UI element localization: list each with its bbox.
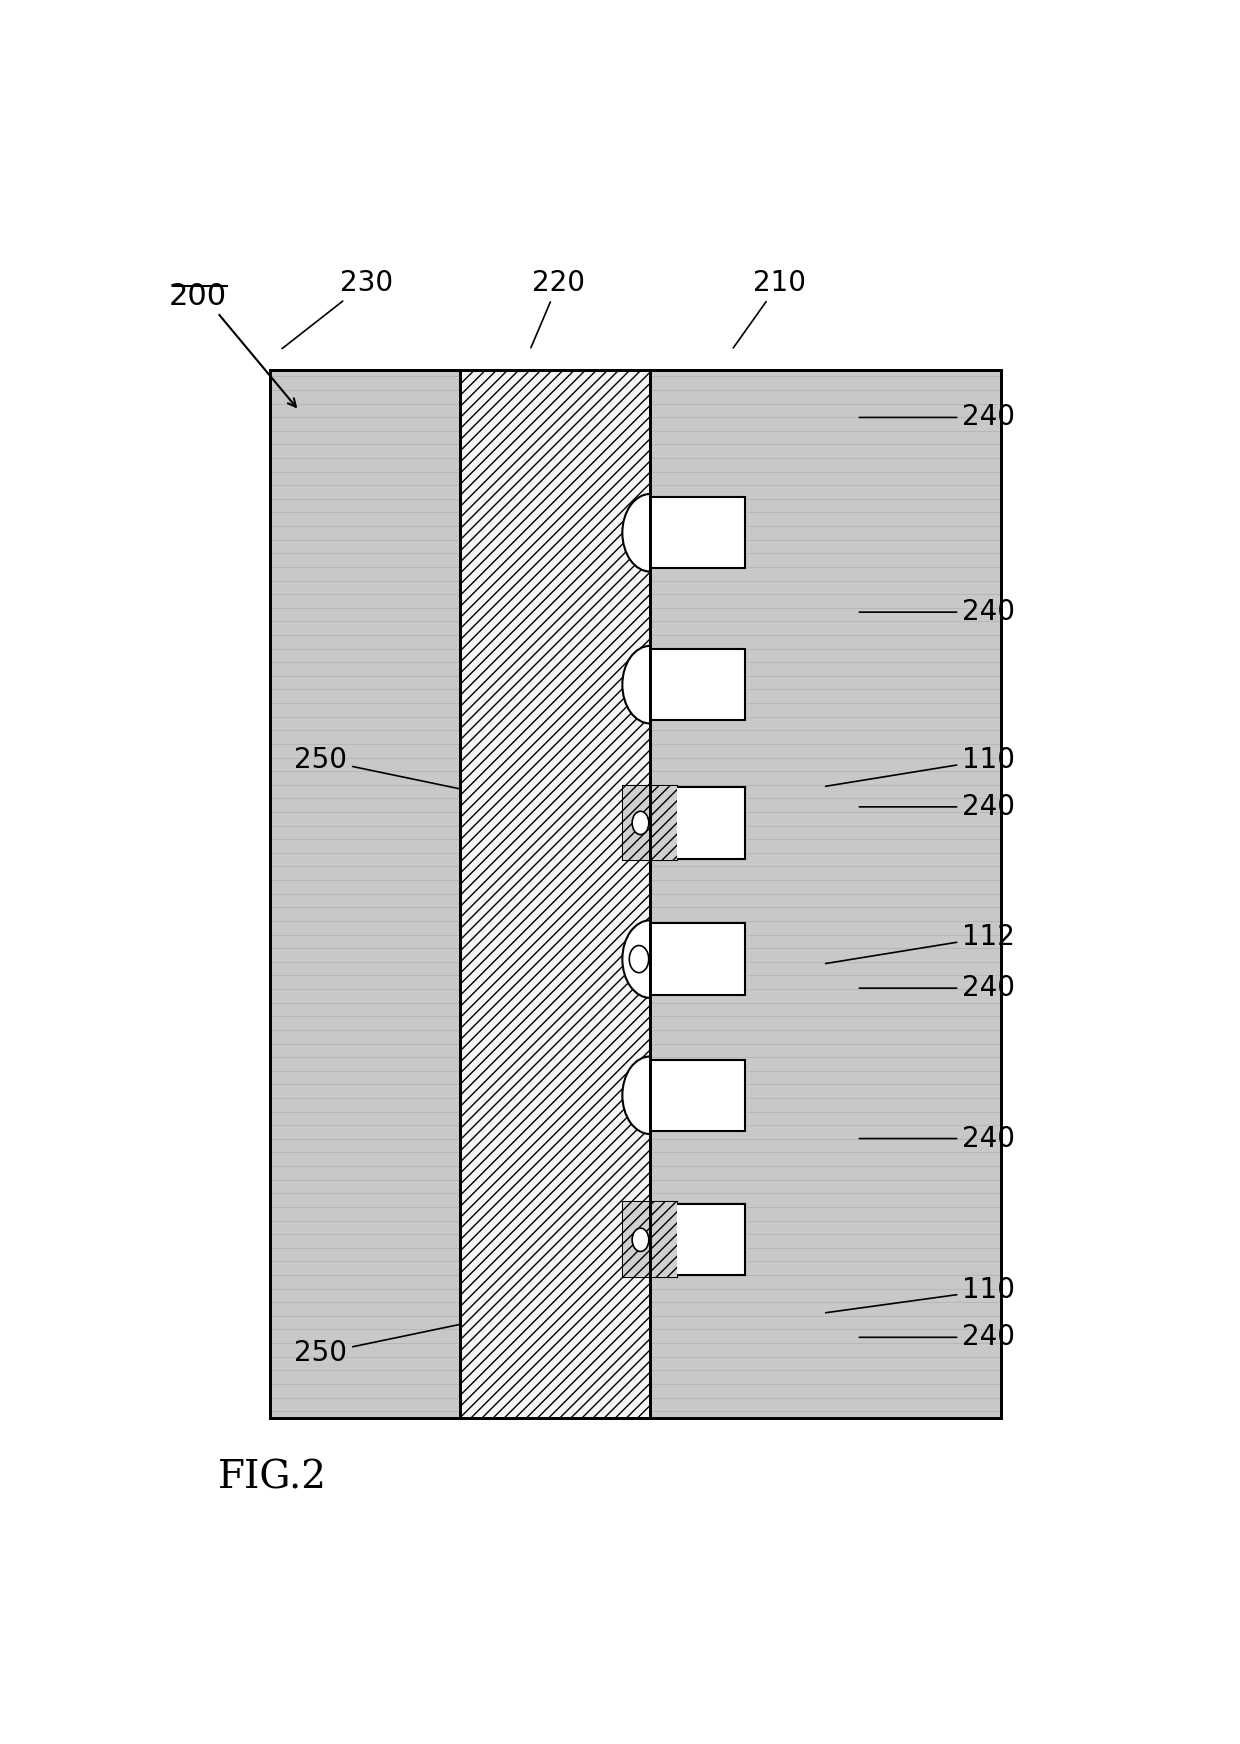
Text: 240: 240 xyxy=(859,403,1016,431)
Bar xyxy=(650,1203,745,1275)
Text: 112: 112 xyxy=(826,923,1016,963)
Bar xyxy=(460,370,650,1418)
Wedge shape xyxy=(622,921,650,998)
Bar xyxy=(650,1060,745,1130)
Text: 110: 110 xyxy=(826,1277,1016,1313)
Circle shape xyxy=(632,1228,649,1252)
Text: 240: 240 xyxy=(859,975,1016,1003)
Bar xyxy=(650,649,745,720)
Bar xyxy=(650,787,745,858)
Bar xyxy=(650,370,1001,1418)
Bar xyxy=(270,370,460,1418)
Bar xyxy=(460,370,650,1418)
Text: FIG.2: FIG.2 xyxy=(217,1460,326,1496)
Bar xyxy=(624,785,677,860)
Text: 220: 220 xyxy=(531,269,585,347)
Bar xyxy=(650,1057,651,1134)
Bar xyxy=(650,1203,745,1275)
Bar xyxy=(624,785,677,860)
Bar xyxy=(270,370,460,1418)
Text: 110: 110 xyxy=(826,746,1016,787)
Wedge shape xyxy=(622,645,650,724)
Bar xyxy=(650,924,745,994)
Text: 240: 240 xyxy=(859,794,1016,821)
Text: 210: 210 xyxy=(733,269,806,349)
Circle shape xyxy=(632,811,649,835)
Text: 240: 240 xyxy=(859,1324,1016,1352)
Text: 240: 240 xyxy=(859,598,1016,626)
Bar xyxy=(650,787,745,858)
Text: 250: 250 xyxy=(294,746,460,788)
Text: 230: 230 xyxy=(283,269,393,349)
Bar xyxy=(624,1202,677,1277)
Bar xyxy=(624,1202,677,1277)
Circle shape xyxy=(629,945,649,973)
Text: 250: 250 xyxy=(294,1324,460,1367)
Bar xyxy=(650,497,745,569)
Wedge shape xyxy=(622,1057,650,1134)
Bar xyxy=(460,370,650,1418)
Text: 200: 200 xyxy=(169,283,227,310)
Bar xyxy=(650,370,1001,1418)
Bar xyxy=(650,494,651,572)
Wedge shape xyxy=(622,494,650,572)
Text: 240: 240 xyxy=(859,1125,1016,1153)
Bar xyxy=(650,645,651,724)
